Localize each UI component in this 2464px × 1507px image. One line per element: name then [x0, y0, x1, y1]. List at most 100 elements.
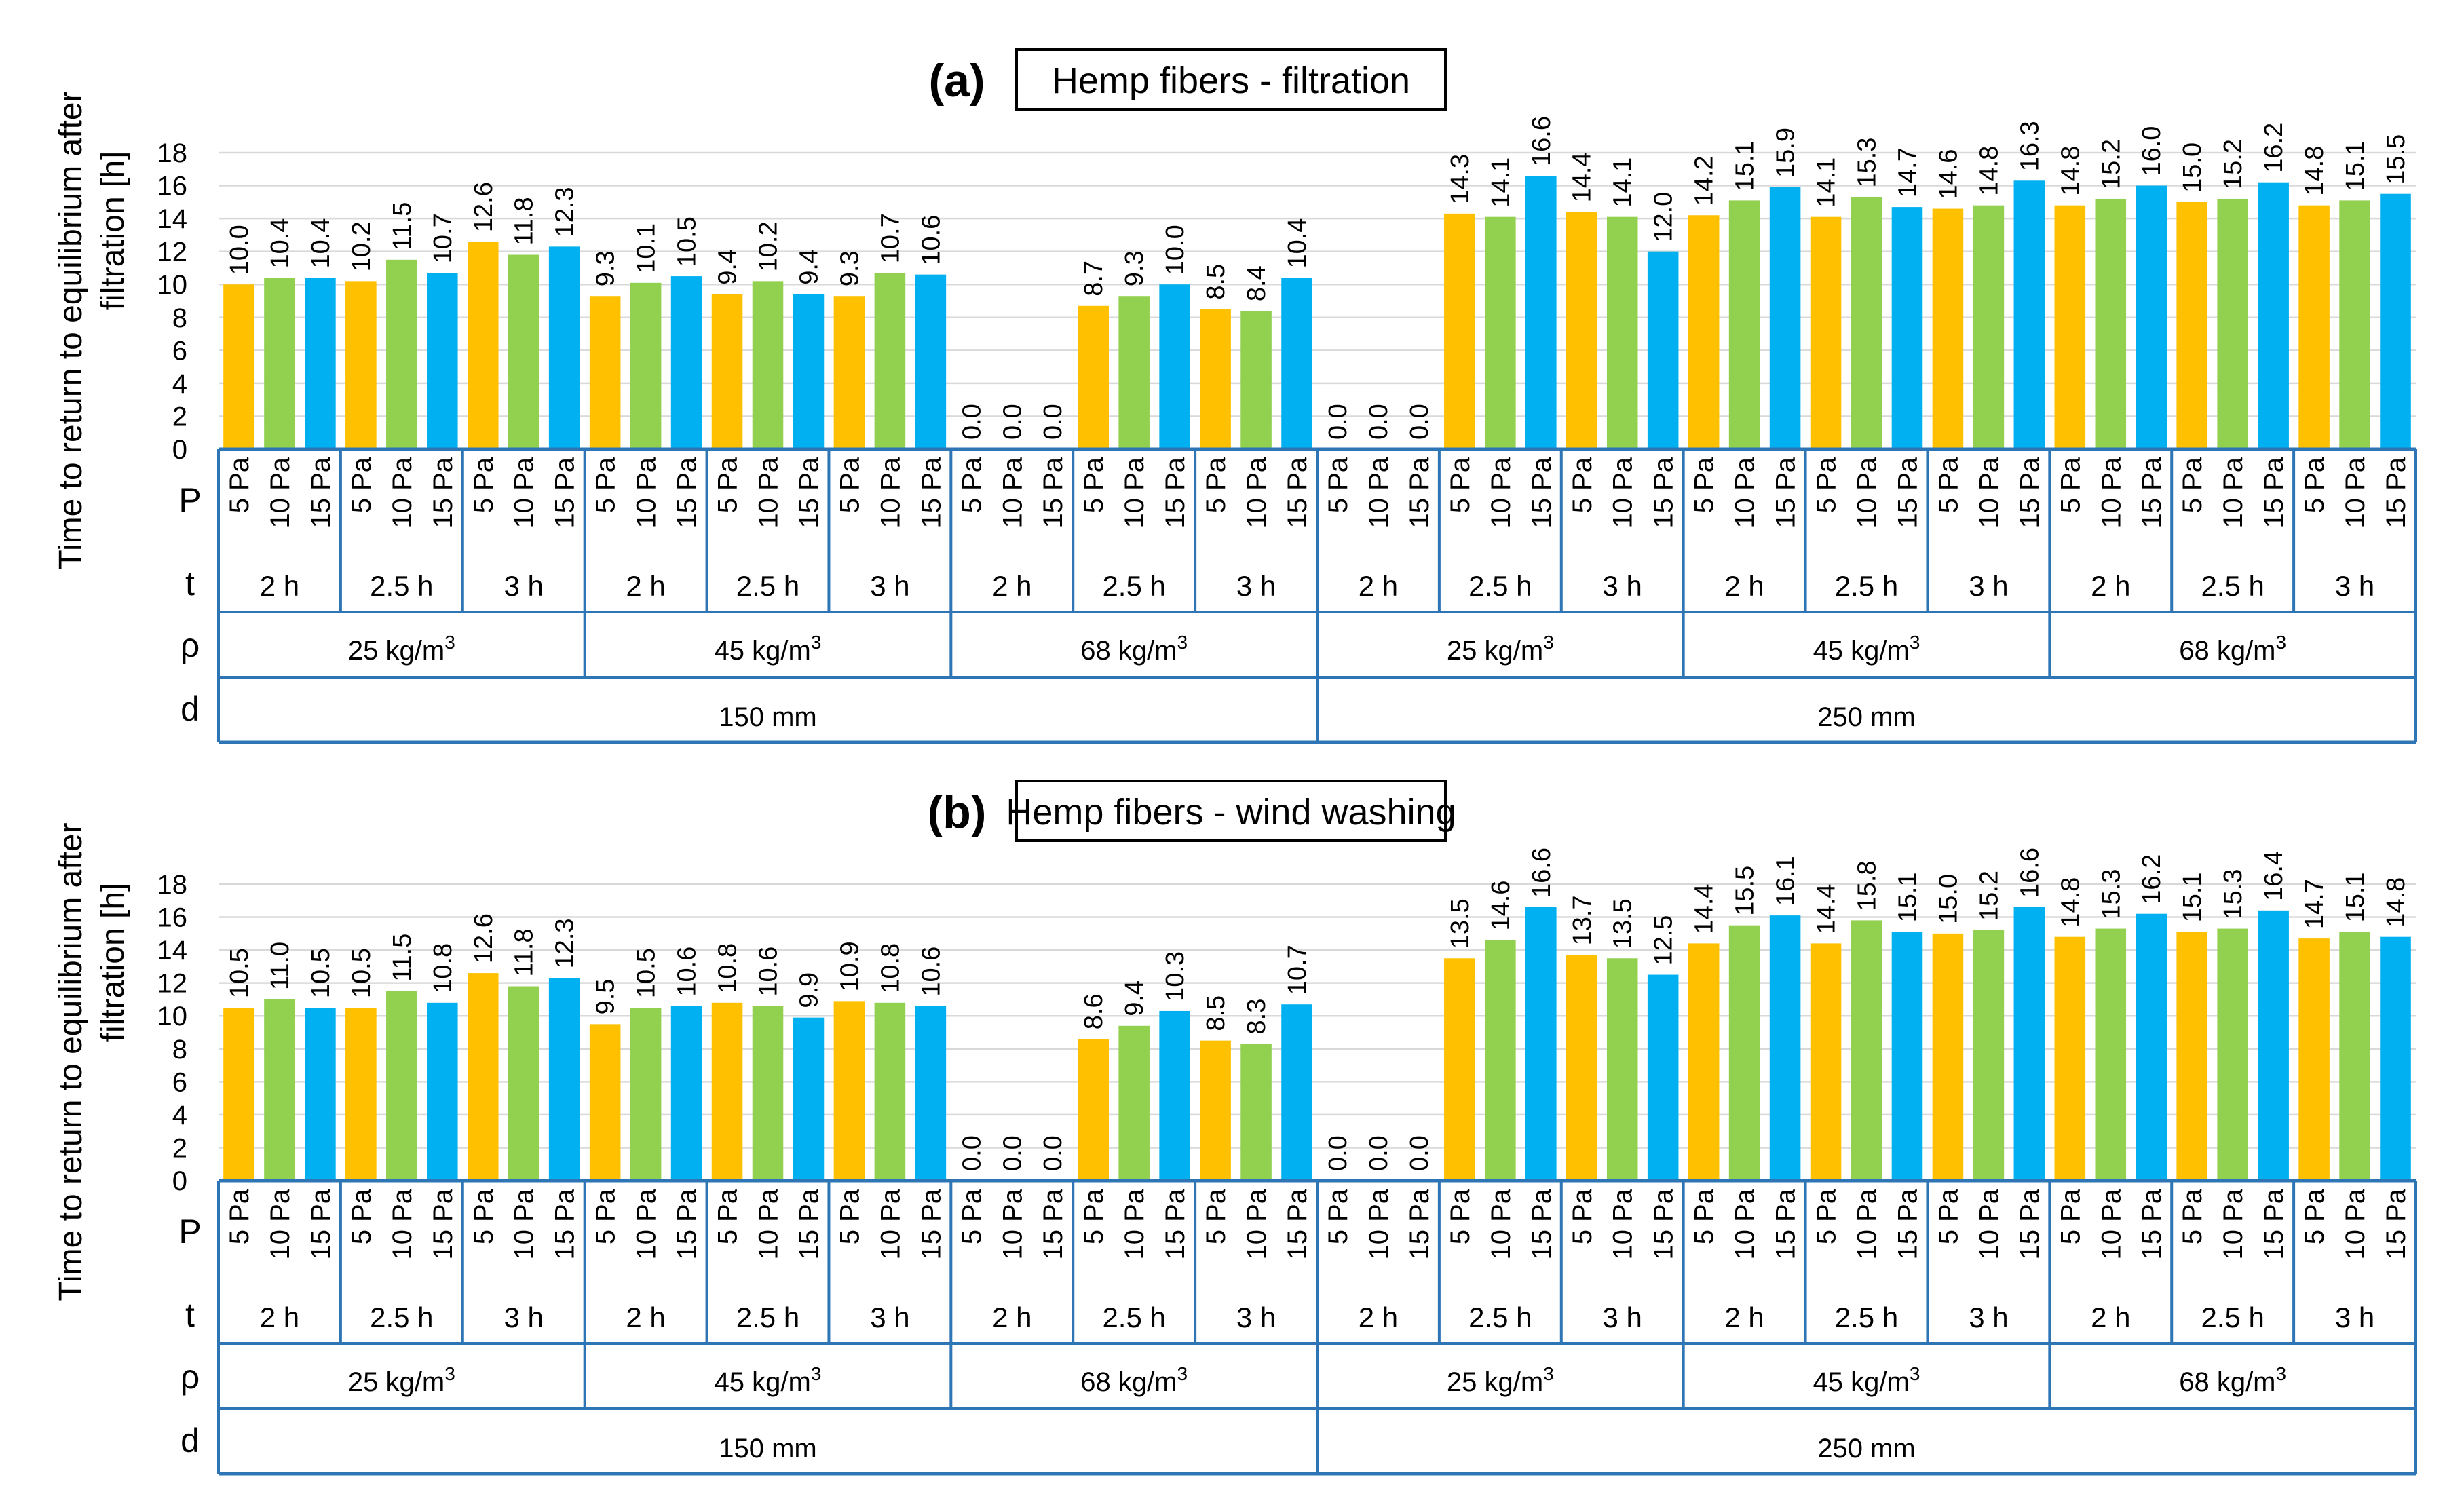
pressure-label: 15 Pa — [672, 1188, 702, 1259]
pressure-label: 5 Pa — [1323, 1188, 1353, 1244]
data-label: 10.8 — [429, 943, 457, 993]
time-label: 3 h — [2335, 1301, 2374, 1333]
bar-10pa — [1118, 296, 1150, 449]
bar-10pa — [1485, 216, 1516, 449]
data-label: 16.4 — [2260, 851, 2288, 901]
bar-15pa — [915, 274, 947, 449]
data-label: 8.6 — [1080, 993, 1108, 1029]
row-label-d: d — [181, 1422, 200, 1460]
pressure-label: 15 Pa — [1038, 1188, 1068, 1259]
bar-10pa — [1240, 311, 1272, 449]
density-value: 25 kg/m — [348, 1367, 444, 1397]
y-tick-label: 2 — [172, 1133, 187, 1163]
y-tick-label: 16 — [157, 903, 188, 933]
data-label: 9.5 — [592, 979, 620, 1015]
time-label: 3 h — [504, 1301, 544, 1333]
bar-10pa — [508, 254, 539, 449]
pressure-label: 15 Pa — [1771, 457, 1801, 528]
data-label: 16.3 — [2015, 121, 2044, 171]
pressure-label: 10 Pa — [1120, 1188, 1150, 1259]
bar-5pa — [589, 296, 621, 449]
data-label: 0.0 — [1365, 1135, 1393, 1171]
bar-15pa — [670, 1006, 702, 1181]
density-exponent: 3 — [1910, 1363, 1920, 1384]
data-label: 10.6 — [917, 215, 945, 265]
bar-15pa — [1647, 974, 1679, 1181]
data-label: 12.6 — [470, 182, 498, 232]
bar-15pa — [2380, 936, 2411, 1181]
bar-15pa — [1647, 251, 1679, 449]
pressure-label: 5 Pa — [2300, 457, 2330, 513]
bar-10pa — [2095, 198, 2127, 449]
row-label-rho: ρ — [181, 1358, 200, 1396]
pressure-label: 10 Pa — [1486, 1188, 1516, 1259]
pressure-label: 5 Pa — [1445, 1188, 1475, 1244]
pressure-label: 10 Pa — [998, 457, 1027, 528]
pressure-label: 5 Pa — [469, 457, 499, 513]
pressure-label: 10 Pa — [875, 1188, 905, 1259]
data-label: 0.0 — [998, 1135, 1027, 1171]
bar-10pa — [2339, 932, 2370, 1181]
pressure-label: 15 Pa — [916, 457, 946, 528]
data-label: 15.3 — [2097, 869, 2125, 919]
pressure-label: 5 Pa — [591, 1188, 621, 1244]
data-label: 15.5 — [1731, 866, 1760, 916]
y-tick-label: 6 — [172, 1067, 187, 1097]
pressure-label: 5 Pa — [713, 457, 743, 513]
pressure-label: 15 Pa — [1649, 457, 1679, 528]
y-tick-label: 18 — [157, 138, 188, 168]
data-label: 16.0 — [2138, 126, 2166, 176]
time-label: 2 h — [1724, 1301, 1764, 1333]
bar-10pa — [752, 1006, 784, 1181]
bar-15pa — [2380, 193, 2411, 449]
data-label: 0.0 — [1039, 404, 1067, 440]
pressure-label: 10 Pa — [2340, 1188, 2370, 1259]
data-label: 15.1 — [1731, 140, 1760, 191]
time-label: 3 h — [870, 570, 909, 602]
time-label: 2.5 h — [1835, 1301, 1898, 1333]
bar-5pa — [1932, 208, 1964, 449]
y-tick-label: 8 — [172, 1035, 187, 1065]
data-label: 14.6 — [1934, 149, 1963, 199]
bar-10pa — [386, 991, 417, 1181]
data-label: 15.3 — [1853, 138, 1882, 188]
density-exponent: 3 — [1910, 632, 1920, 653]
pressure-label: 10 Pa — [754, 1188, 784, 1259]
data-label: 15.5 — [2382, 134, 2410, 185]
data-label: 9.3 — [1120, 250, 1149, 286]
chart-panel-a: (a) Hemp fibers - filtration0246810121416… — [53, 48, 2417, 744]
bar-15pa — [1525, 907, 1557, 1181]
density-value: 68 kg/m — [2179, 636, 2275, 666]
bar-15pa — [1281, 278, 1312, 449]
density-label: 68 kg/m3 — [2179, 632, 2286, 666]
bar-5pa — [2054, 936, 2086, 1181]
density-value: 68 kg/m — [1080, 1367, 1177, 1397]
pressure-label: 15 Pa — [2015, 1188, 2045, 1259]
pressure-label: 15 Pa — [2137, 457, 2167, 528]
pressure-label: 10 Pa — [1730, 1188, 1760, 1259]
density-label: 45 kg/m3 — [1813, 1363, 1920, 1397]
density-exponent: 3 — [811, 632, 822, 653]
time-label: 3 h — [1603, 1301, 1642, 1333]
density-value: 45 kg/m — [715, 636, 811, 666]
bar-15pa — [2136, 913, 2167, 1181]
time-label: 3 h — [1236, 570, 1276, 602]
bar-5pa — [223, 1008, 254, 1181]
bar-10pa — [1851, 197, 1882, 449]
time-label: 3 h — [1969, 570, 2008, 602]
thickness-label: 150 mm — [719, 1434, 817, 1464]
density-exponent: 3 — [1543, 1363, 1554, 1384]
y-tick-label: 10 — [157, 270, 188, 300]
density-value: 45 kg/m — [1813, 1367, 1910, 1397]
data-label: 15.1 — [2341, 872, 2370, 922]
pressure-label: 5 Pa — [1201, 1188, 1231, 1244]
data-label: 0.0 — [1405, 1135, 1434, 1171]
data-label: 12.3 — [551, 187, 580, 237]
pressure-label: 15 Pa — [2381, 457, 2411, 528]
data-label: 14.2 — [1690, 155, 1719, 206]
pressure-label: 15 Pa — [550, 1188, 580, 1259]
pressure-label: 10 Pa — [2218, 1188, 2248, 1259]
bar-15pa — [915, 1006, 947, 1181]
pressure-label: 5 Pa — [2178, 1188, 2207, 1244]
